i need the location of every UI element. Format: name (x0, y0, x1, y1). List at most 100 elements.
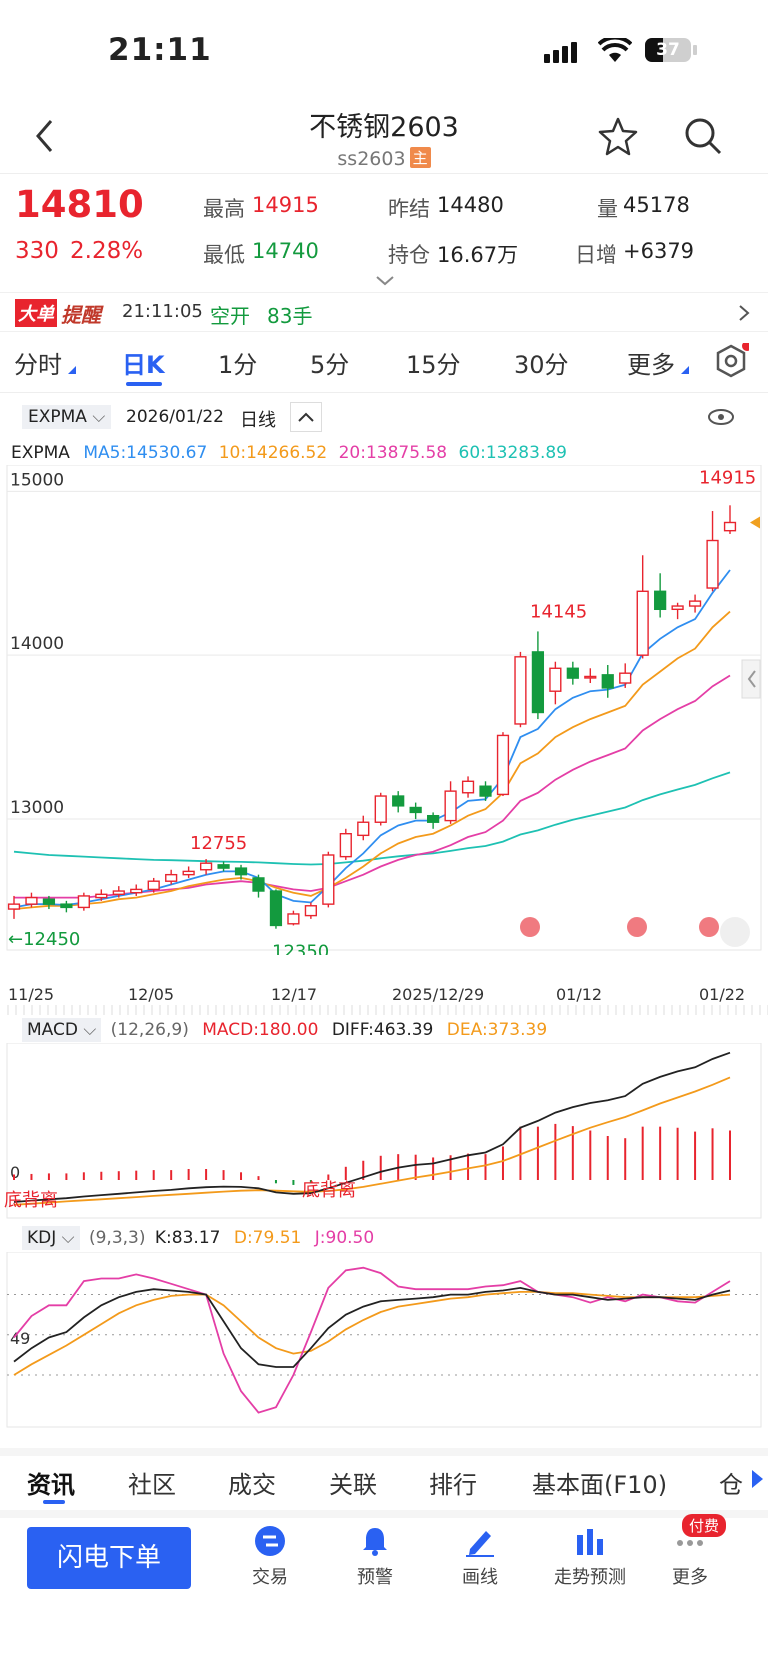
status-time: 21:11 (108, 32, 212, 68)
tab-period[interactable]: 日K (122, 351, 165, 379)
big-order-alert-bar[interactable]: 大单 提醒 21:11:05 空开 83手 (0, 292, 768, 332)
tab-period[interactable]: 1分 (218, 351, 258, 379)
ai-badge-label[interactable]: AI (524, 957, 538, 970)
bottom-tab[interactable]: 排行 (429, 1471, 477, 1499)
indicator-name: EXPMA (28, 407, 87, 427)
alert-tag-big: 大单 (15, 299, 57, 327)
tab-period[interactable]: 5分 (310, 351, 350, 379)
ema10-line (13, 610, 731, 910)
candle-body (234, 867, 248, 876)
macd-zero-label: 0 (10, 1163, 20, 1182)
annotation-start: ←12450 (8, 929, 80, 950)
tab-period[interactable]: 30分 (514, 351, 569, 379)
bottom-tab[interactable]: 基本面(F10) (532, 1471, 668, 1499)
high-label: 最高 (203, 197, 245, 221)
toolbar-draw[interactable]: 画线 (435, 1525, 525, 1589)
date-tick-label: 2025/12/29 (392, 985, 485, 1004)
toolbar-alert[interactable]: 预警 (330, 1525, 420, 1589)
star-icon[interactable] (598, 116, 638, 160)
bottom-tab[interactable]: 社区 (128, 1471, 176, 1499)
price-change-pct: 2.28% (70, 238, 144, 264)
toolbar-trade[interactable]: 交易 (225, 1525, 315, 1589)
kdj-d-line (13, 1291, 731, 1376)
more-dots-icon (677, 1540, 703, 1546)
bottom-tab[interactable]: 资讯 (27, 1471, 75, 1499)
alert-time: 21:11:05 (122, 301, 203, 322)
candle-body (357, 821, 370, 837)
candle-body (112, 890, 125, 896)
annotation-left-low: 12350 (272, 941, 329, 955)
candle-body (252, 877, 265, 892)
chevron-right-icon (739, 305, 750, 321)
bell-icon (363, 1528, 387, 1556)
ai-badge-label[interactable]: AI (631, 957, 645, 970)
wifi-icon (597, 35, 633, 68)
contract-title: 不锈钢2603 (309, 112, 459, 143)
eye-icon[interactable] (707, 407, 735, 431)
tabs-scroll-arrow-icon[interactable] (752, 1470, 763, 1488)
macd-params: (12,26,9) (110, 1020, 189, 1040)
tab-period[interactable]: 更多 (627, 351, 675, 379)
back-icon[interactable] (33, 118, 57, 158)
volume-label: 量 (597, 197, 618, 221)
ai-badge-icon (627, 917, 647, 937)
ema60-line (13, 771, 731, 866)
candle-body (636, 590, 649, 656)
macd-diff: DIFF:463.39 (331, 1020, 434, 1040)
paid-badge: 付费 (682, 1514, 727, 1537)
candle-body (287, 913, 300, 925)
tab-period[interactable]: 分时 (14, 351, 62, 379)
kdj-k-line (13, 1286, 731, 1368)
ai-badge-label[interactable]: AI (703, 957, 717, 970)
bottom-tab[interactable]: 关联 (329, 1471, 377, 1499)
daily-increase-label: 日增 (575, 243, 617, 267)
prev-settle-value: 14480 (437, 193, 504, 217)
macd-row: MACD ⌵ (12,26,9) MACD:180.00 DIFF:463.39… (22, 1018, 547, 1042)
candle-body (514, 656, 527, 725)
ma-row: EXPMA MA5:14530.67 10:14266.52 20:13875.… (11, 443, 567, 463)
toolbar-forecast[interactable]: 走势预测 (540, 1525, 640, 1589)
contract-code: ss2603 主 (0, 147, 768, 170)
kdj-level-label: 49 (10, 1329, 30, 1348)
flash-order-button[interactable]: 闪电下单 (27, 1527, 191, 1589)
last-price-marker (750, 516, 760, 529)
date-ruler (7, 1005, 768, 1015)
tab-period[interactable]: 15分 (406, 351, 461, 379)
divergence-label: 底背离 (4, 1190, 58, 1211)
candle-body (566, 667, 579, 679)
candle-body (304, 905, 317, 917)
ai-badge-icon (699, 917, 719, 937)
candle-body (654, 590, 667, 611)
macd-chart: 0 底背离 底背离 (4, 1043, 762, 1219)
last-price: 14810 (15, 183, 144, 226)
active-tab-underline (126, 382, 162, 386)
ma20-value: 20:13875.58 (338, 443, 448, 463)
bar-chart-icon (577, 1529, 603, 1555)
annotation-mid-high: 14145 (530, 601, 587, 622)
line-type: 日线 (240, 410, 276, 431)
candle-body (619, 672, 632, 684)
indicator-selector[interactable]: EXPMA ⌵ (22, 405, 112, 429)
prev-settle-label: 昨结 (388, 197, 430, 221)
expand-chevron-icon[interactable] (375, 272, 395, 291)
candle-body (496, 734, 510, 796)
dropdown-triangle-icon (68, 366, 76, 374)
candle-body (199, 862, 213, 871)
kdj-selector[interactable]: KDJ ⌵ (22, 1226, 80, 1250)
candlestick-chart[interactable]: 15000 14000 13000 14915 14145 12755 12350 ←1245… (0, 465, 768, 955)
macd-selector[interactable]: MACD ⌵ (22, 1018, 102, 1042)
date-tick-label: 12/17 (271, 985, 318, 1004)
candle-body (217, 864, 230, 869)
bottom-tab[interactable]: 仓 (719, 1471, 743, 1499)
candle-body (549, 667, 562, 692)
toolbar-more[interactable]: 更多 (645, 1525, 735, 1589)
low-value: 14740 (252, 239, 319, 263)
search-icon[interactable] (683, 116, 723, 160)
bottom-tab[interactable]: 成交 (228, 1471, 276, 1499)
candle-body (165, 873, 178, 882)
settings-hex-icon[interactable] (713, 341, 752, 383)
candle-body (409, 806, 422, 814)
kdj-d: D:79.51 (233, 1228, 302, 1248)
candle-body (584, 675, 597, 679)
collapse-button[interactable] (290, 402, 322, 432)
